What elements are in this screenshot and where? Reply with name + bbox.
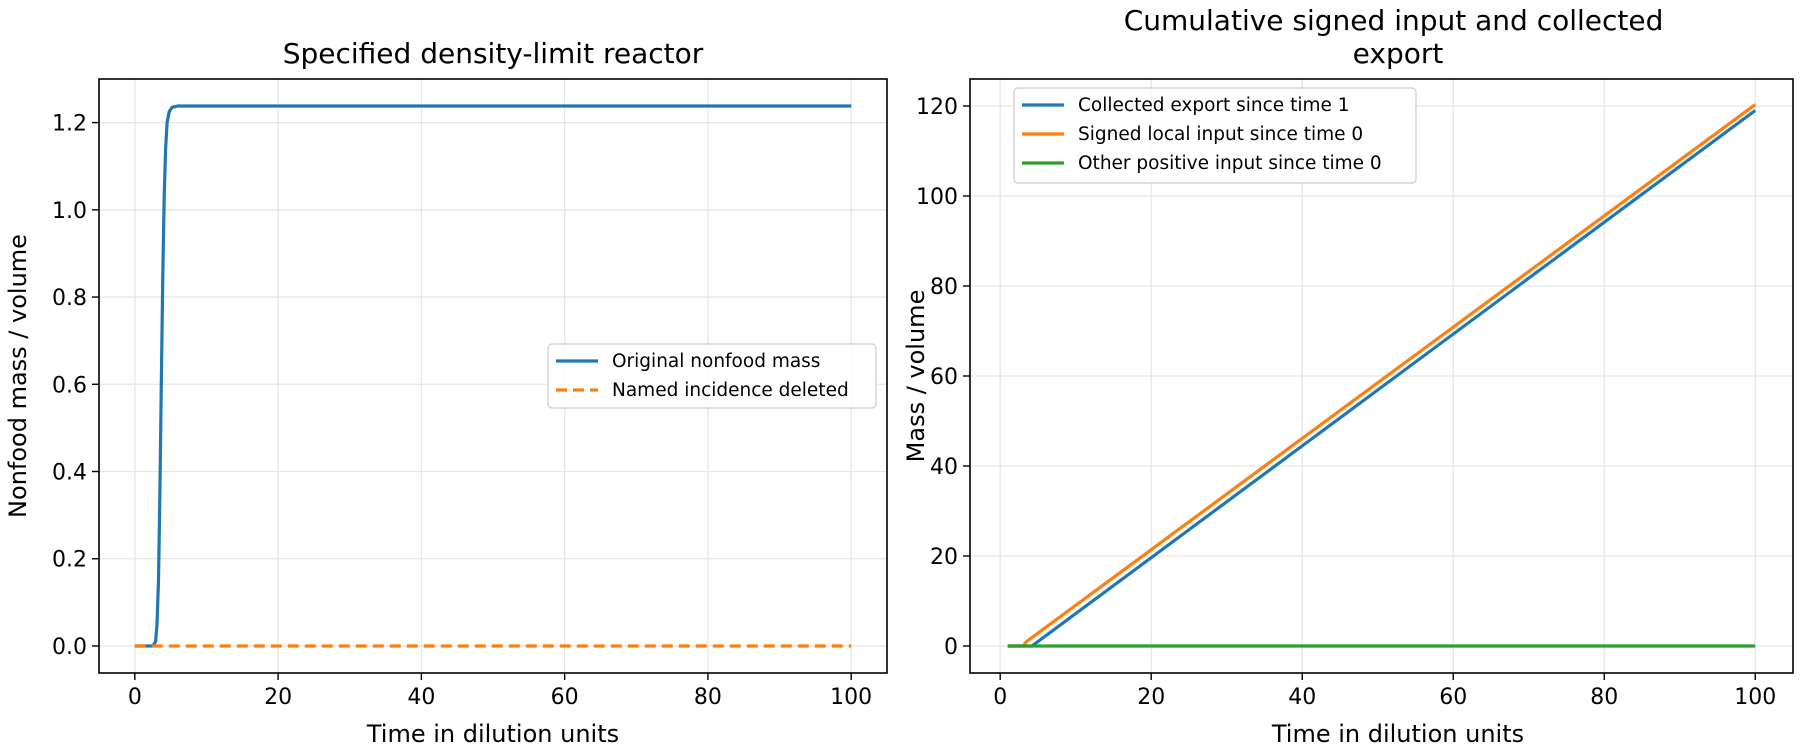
y-tick-label: 80	[930, 275, 958, 300]
legend-label-named-incidence-deleted: Named incidence deleted	[612, 380, 849, 401]
legend-label-signed-local-input: Signed local input since time 0	[1078, 124, 1363, 145]
legend-label-original-nonfood-mass: Original nonfood mass	[612, 351, 820, 372]
x-tick-label: 80	[694, 685, 722, 710]
y-axis-label: Nonfood mass / volume	[4, 234, 32, 518]
x-tick-label: 100	[830, 685, 872, 710]
x-tick-label: 80	[1590, 685, 1618, 710]
chart-title: Cumulative signed input and collected ex…	[1124, 4, 1673, 70]
x-tick-label: 0	[993, 685, 1007, 710]
y-tick-label: 20	[930, 545, 958, 570]
legend-label-collected-export: Collected export since time 1	[1078, 95, 1350, 116]
x-tick-label: 0	[128, 685, 142, 710]
y-tick-label: 1.0	[52, 199, 87, 224]
y-tick-label: 0.0	[52, 635, 87, 660]
y-tick-label: 120	[916, 95, 958, 120]
x-tick-label: 60	[1439, 685, 1467, 710]
chart-cumulative-input-export: Cumulative signed input and collected ex…	[902, 4, 1794, 748]
plot-frame	[98, 78, 888, 674]
legend: Collected export since time 1 Signed loc…	[1013, 87, 1417, 184]
y-tick-label: 0.6	[52, 373, 87, 398]
legend-label-other-positive-input: Other positive input since time 0	[1078, 153, 1382, 174]
series-layer	[134, 104, 852, 648]
x-axis-label: Time in dilution units	[366, 720, 619, 748]
y-tick-label: 0.4	[52, 461, 87, 486]
y-tick-label: 60	[930, 365, 958, 390]
x-tick-label: 40	[407, 685, 435, 710]
y-tick-label: 1.2	[52, 112, 87, 137]
y-tick-label: 0.2	[52, 548, 87, 573]
tick-layer: 0 20 40 60 80 100 0 20 40 60 80 100 120	[916, 95, 1776, 710]
x-tick-label: 20	[1137, 685, 1165, 710]
tick-layer: 0 20 40 60 80 100 0.0 0.2 0.4 0.6 0.8 1.0 1.2	[52, 112, 872, 710]
legend-box	[547, 343, 877, 409]
chart-density-limit-reactor: Specified density-limit reactor 0 20 40 60 8…	[4, 37, 888, 748]
x-tick-label: 40	[1288, 685, 1316, 710]
chart-title: Specified density-limit reactor	[283, 37, 704, 70]
chart-title-line-2: export	[1353, 37, 1444, 70]
legend: Original nonfood mass Named incidence de…	[547, 343, 877, 409]
y-tick-label: 100	[916, 185, 958, 210]
y-axis-label: Mass / volume	[902, 290, 930, 463]
y-tick-label: 0.8	[52, 286, 87, 311]
y-tick-label: 40	[930, 455, 958, 480]
series-layer	[1007, 103, 1757, 648]
y-tick-label: 0	[944, 635, 958, 660]
x-tick-label: 100	[1734, 685, 1776, 710]
chart-title-line-1: Cumulative signed input and collected	[1124, 4, 1664, 37]
x-axis-label: Time in dilution units	[1271, 720, 1524, 748]
x-tick-label: 20	[264, 685, 292, 710]
series-line-original-nonfood-mass	[134, 104, 852, 648]
legend-box	[1013, 87, 1417, 184]
x-tick-label: 60	[551, 685, 579, 710]
series-line-signed-local-input-since-time-0	[1007, 103, 1757, 648]
